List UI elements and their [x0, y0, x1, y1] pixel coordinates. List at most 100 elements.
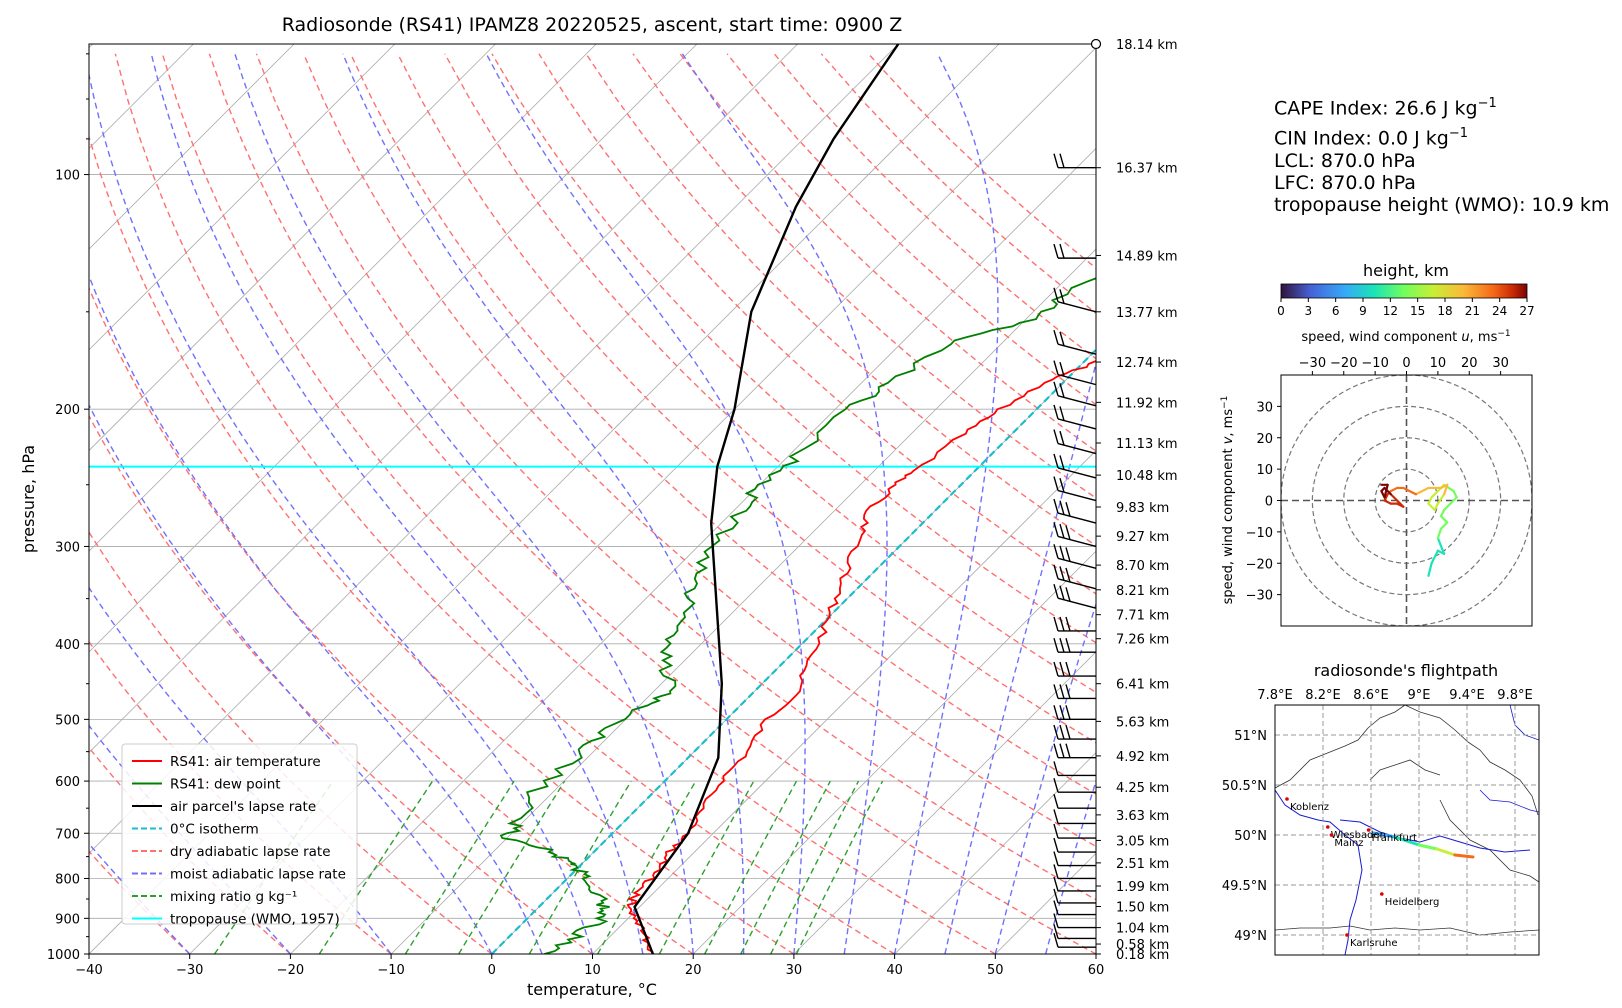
- temperature-trace: [626, 360, 1096, 954]
- map-lat-label: 51°N: [1234, 729, 1267, 744]
- isotherm-line: [89, 44, 698, 653]
- hodograph-segment: [1449, 496, 1458, 505]
- legend-entry: RS41: dew point: [132, 777, 281, 793]
- border-line: [1275, 705, 1406, 789]
- hodograph-segment: [1439, 483, 1449, 490]
- x-tick-label: −30: [176, 963, 203, 978]
- x-tick-label: −20: [277, 963, 304, 978]
- dry-adiabat: [161, 53, 996, 954]
- x-tick-label: 30: [786, 963, 803, 978]
- dry-adiabat: [89, 286, 694, 954]
- wind-barb: [1053, 777, 1096, 793]
- map-lon-label: 7.8°E: [1257, 688, 1292, 703]
- hodograph-y-tick-label: 0: [1265, 495, 1273, 510]
- isotherm-line: [89, 44, 295, 250]
- moist-adiabat: [234, 53, 694, 954]
- hodograph-y-tick-label: −10: [1246, 526, 1273, 541]
- wind-barb: [1053, 823, 1096, 839]
- height-label: 12.74 km: [1116, 356, 1178, 371]
- hodograph-segment: [1430, 489, 1439, 499]
- colorbar-tick-label: 9: [1359, 304, 1367, 318]
- y-tick-label: 500: [55, 713, 80, 728]
- wind-barb: [1053, 743, 1096, 759]
- wind-barb: [1053, 724, 1096, 740]
- dry-adiabat: [585, 53, 1096, 547]
- parcel-trace: [633, 44, 900, 954]
- isotherm-line: [592, 449, 1096, 954]
- flightpath-segment: [1393, 835, 1421, 847]
- place-marker: [1329, 833, 1334, 837]
- height-label: 0.18 km: [1116, 948, 1169, 963]
- lcl-value: LCL: 870.0 hPa: [1274, 150, 1416, 172]
- wind-barb: [1053, 360, 1097, 386]
- hodograph-x-tick-label: 0: [1402, 356, 1410, 371]
- height-label: 1.04 km: [1116, 922, 1169, 937]
- height-label: 9.83 km: [1116, 501, 1169, 516]
- place-label: Mainz: [1334, 838, 1363, 849]
- wind-barb: [1053, 522, 1097, 548]
- hodograph-ylabel: speed, wind component v, ms−1: [1220, 396, 1236, 605]
- mixing-ratio-line: [404, 780, 515, 954]
- colorbar-tick-label: 0: [1277, 304, 1285, 318]
- map-frame: [1274, 704, 1540, 956]
- legend-label: RS41: air temperature: [170, 754, 321, 770]
- wind-barb: [1053, 564, 1097, 590]
- hodograph-segment: [1443, 502, 1452, 512]
- place-label: Heidelberg: [1385, 897, 1440, 908]
- hodograph-segment: [1433, 502, 1439, 512]
- moist-adiabat: [89, 274, 543, 954]
- wind-barb: [1053, 429, 1097, 455]
- x-tick-label: 10: [584, 963, 601, 978]
- dry-adiabat: [302, 53, 1096, 848]
- hodograph-y-tick-label: 30: [1256, 400, 1273, 415]
- wind-barb: [1053, 616, 1096, 632]
- hodograph-segment: [1443, 483, 1449, 496]
- height-label: 7.26 km: [1116, 633, 1169, 648]
- wind-barb: [1053, 329, 1097, 355]
- zero-isotherm: [491, 348, 1096, 954]
- hodograph-segment: [1389, 486, 1399, 493]
- isotherm-line: [894, 752, 1096, 954]
- height-label: 16.37 km: [1116, 162, 1178, 177]
- map-lat-label: 50°N: [1234, 829, 1267, 844]
- flightpath-segment: [1371, 831, 1397, 839]
- cape-index: CAPE Index: 26.6 J kg−1: [1274, 96, 1497, 120]
- hodograph-segment: [1427, 502, 1436, 512]
- hodograph-segment: [1414, 489, 1424, 496]
- map-lat-label: 50.5°N: [1222, 779, 1267, 794]
- river: [1479, 789, 1539, 813]
- wind-barb: [1053, 498, 1097, 524]
- hodograph-segment: [1383, 493, 1389, 502]
- hodograph-segment: [1439, 508, 1446, 518]
- hodograph-segment: [1427, 562, 1433, 577]
- height-label: 3.63 km: [1116, 809, 1169, 824]
- legend-entry: air parcel's lapse rate: [132, 799, 316, 815]
- hodograph-segment: [1452, 489, 1458, 499]
- colorbar-tick-label: 24: [1492, 304, 1507, 318]
- hodograph-segment: [1389, 493, 1399, 502]
- place-label: Koblenz: [1290, 802, 1329, 813]
- hodograph-segment: [1439, 521, 1449, 530]
- dry-adiabat: [89, 134, 795, 954]
- border-line: [1369, 759, 1441, 781]
- hodograph-trace: [1380, 483, 1458, 577]
- mixing-ratio-line: [770, 780, 860, 954]
- place-label: Wiesbaden: [1331, 830, 1386, 841]
- colorbar-tick-label: 21: [1465, 304, 1480, 318]
- place-label: Frankfurt: [1372, 833, 1417, 844]
- map-lon-label: 9.4°E: [1449, 688, 1484, 703]
- place-label: Karlsruhe: [1350, 938, 1398, 949]
- height-label: 2.51 km: [1116, 857, 1169, 872]
- map-grid: [1275, 705, 1539, 955]
- wind-barb: [1053, 837, 1096, 853]
- hodograph-segment: [1436, 493, 1446, 505]
- legend-label: air parcel's lapse rate: [170, 799, 316, 815]
- wind-barb: [1053, 900, 1096, 916]
- height-label: 6.41 km: [1116, 678, 1169, 693]
- hodograph-y-tick-label: 20: [1256, 432, 1273, 447]
- flightpath-segment: [1417, 843, 1439, 851]
- y-tick-label: 600: [55, 775, 80, 790]
- wind-barb: [1053, 684, 1096, 700]
- colorbar-tick-label: 15: [1410, 304, 1425, 318]
